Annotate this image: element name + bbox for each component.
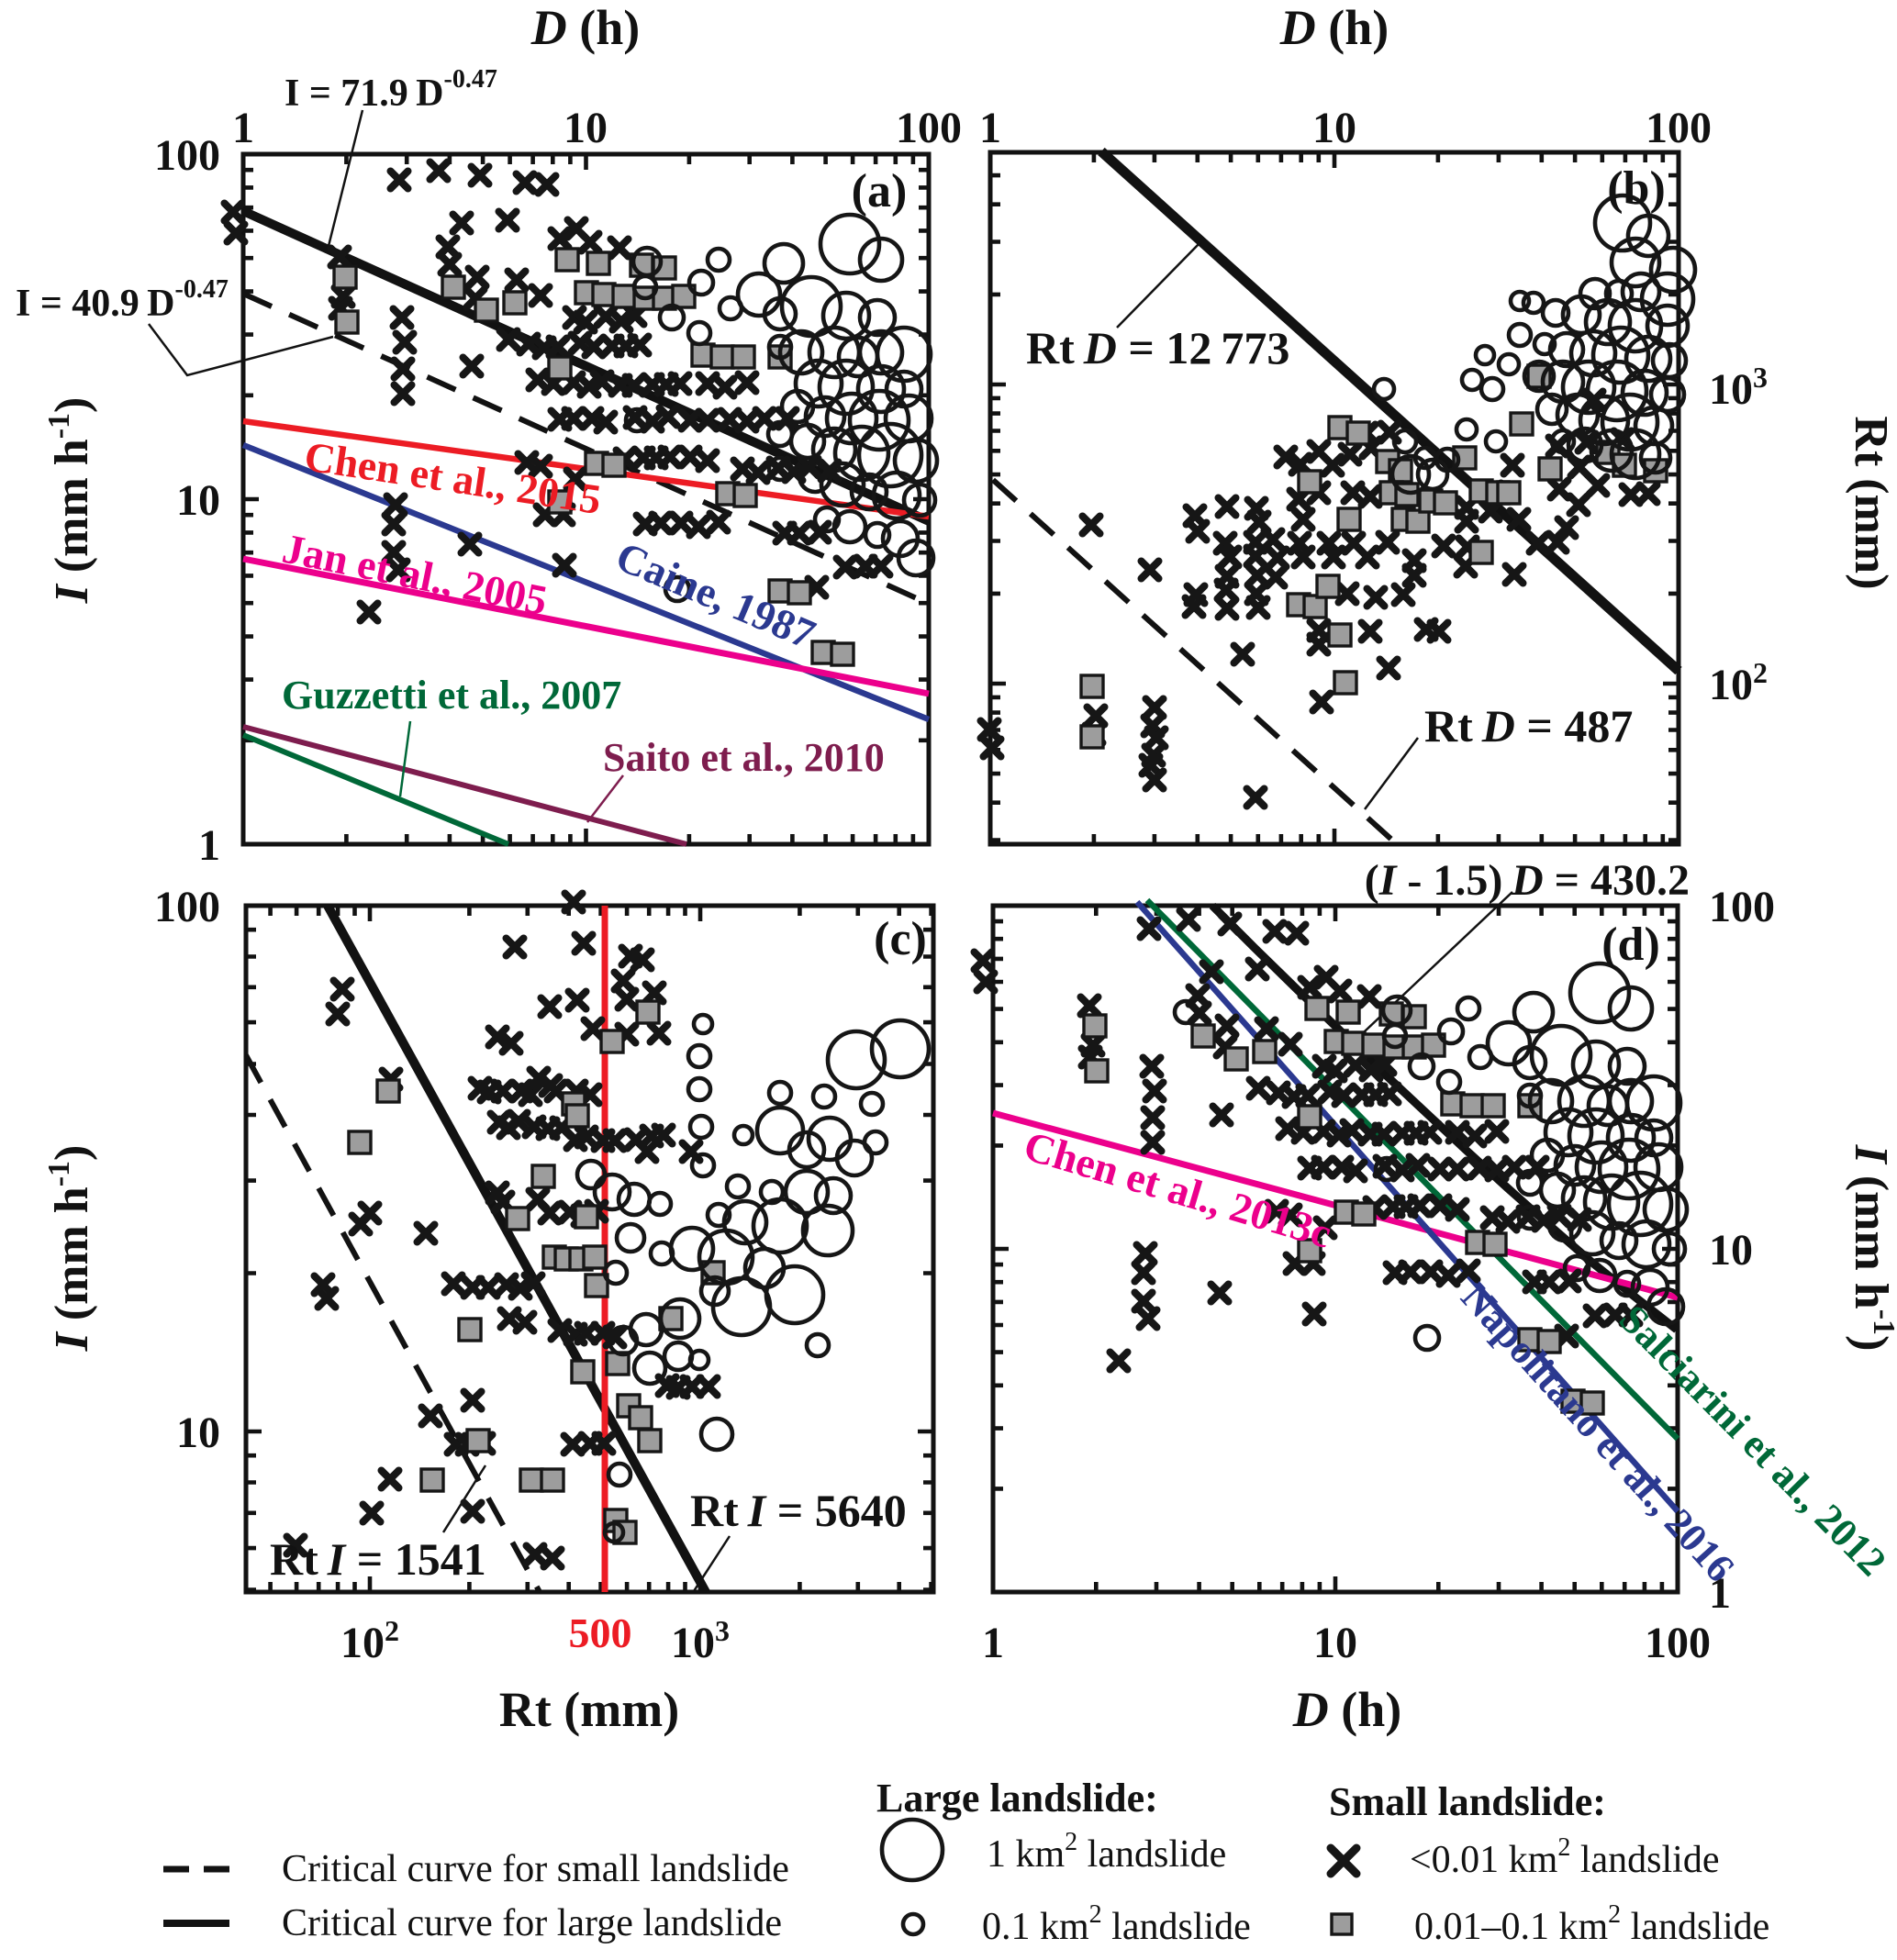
svg-text:100: 100 — [154, 883, 220, 931]
svg-text:0.1 km2 landslide: 0.1 km2 landslide — [982, 1900, 1251, 1948]
svg-text:100: 100 — [154, 131, 220, 180]
svg-text:100: 100 — [1709, 883, 1775, 931]
svg-text:100: 100 — [896, 104, 962, 152]
svg-text:10: 10 — [1709, 1226, 1753, 1275]
svg-text:1 km2 landslide: 1 km2 landslide — [987, 1828, 1226, 1876]
svg-text:Rt (mm): Rt (mm) — [1845, 416, 1897, 589]
svg-text:Saito et al., 2010: Saito et al., 2010 — [603, 735, 885, 780]
svg-text:Guzzetti et al., 2007: Guzzetti et al., 2007 — [282, 673, 621, 718]
svg-text:1: 1 — [198, 821, 220, 870]
svg-text:10: 10 — [176, 1409, 220, 1457]
svg-text:1: 1 — [232, 104, 254, 152]
svg-text:10: 10 — [176, 476, 220, 525]
svg-text:Rt D = 487: Rt D = 487 — [1424, 700, 1633, 752]
svg-text:Rt I = 1541: Rt I = 1541 — [270, 1533, 486, 1585]
svg-text:0.01–0.1 km2 landslide: 0.01–0.1 km2 landslide — [1414, 1900, 1769, 1948]
svg-text:100: 100 — [1645, 1619, 1711, 1667]
svg-text:(a): (a) — [852, 165, 908, 217]
svg-text:10: 10 — [1313, 1619, 1357, 1667]
svg-text:(I - 1.5) D = 430.2: (I - 1.5) D = 430.2 — [1365, 856, 1690, 905]
svg-text:Large landslide:: Large landslide: — [876, 1776, 1158, 1821]
svg-text:1: 1 — [1709, 1569, 1731, 1618]
svg-text:D (h): D (h) — [1292, 1682, 1402, 1737]
svg-text:Critical curve for small lands: Critical curve for small landslide — [282, 1848, 789, 1890]
svg-text:(c): (c) — [874, 913, 927, 965]
svg-text:1: 1 — [979, 104, 1001, 152]
svg-text:1: 1 — [982, 1619, 1004, 1667]
svg-text:Critical curve for large lands: Critical curve for large landslide — [282, 1902, 782, 1944]
svg-text:103: 103 — [1709, 361, 1768, 414]
svg-text:100: 100 — [1646, 104, 1712, 152]
svg-text:(b): (b) — [1607, 162, 1666, 215]
svg-text:D (h): D (h) — [530, 0, 641, 55]
svg-text:500: 500 — [569, 1609, 632, 1656]
svg-text:D (h): D (h) — [1279, 0, 1389, 55]
svg-text:10: 10 — [1312, 104, 1356, 152]
svg-text:(d): (d) — [1601, 919, 1660, 971]
svg-text:I (mm h-1): I (mm h-1) — [42, 1145, 98, 1353]
svg-text:Rt I = 5640: Rt I = 5640 — [690, 1485, 907, 1536]
svg-text:Small landslide:: Small landslide: — [1329, 1779, 1606, 1824]
svg-text:Rt D = 12 773: Rt D = 12 773 — [1026, 322, 1289, 373]
svg-text:Rt (mm): Rt (mm) — [499, 1682, 679, 1737]
svg-text:10: 10 — [564, 104, 608, 152]
